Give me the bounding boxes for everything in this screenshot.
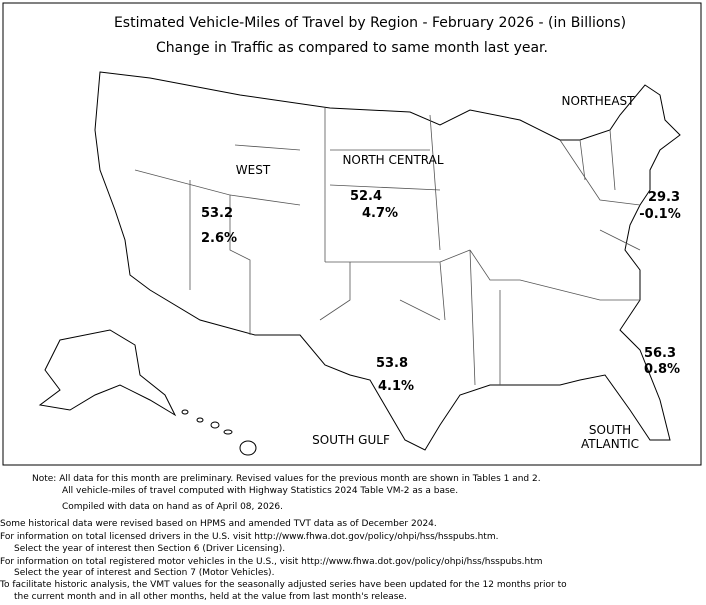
note-line: Select the year of interest then Section… <box>14 544 285 554</box>
region-name: WEST <box>236 163 271 177</box>
alaska <box>38 329 177 417</box>
region-vmt: 56.3 <box>644 346 676 361</box>
us-outline <box>94 71 681 451</box>
region-change: -0.1% <box>639 207 680 222</box>
map-title: Estimated Vehicle-Miles of Travel by Reg… <box>114 15 626 31</box>
note-line: Compiled with data on hand as of April 0… <box>62 502 283 512</box>
region-vmt: 29.3 <box>648 190 680 205</box>
region-borders <box>134 108 641 386</box>
region-name: NORTHEAST <box>562 94 636 108</box>
hawaii <box>181 409 257 456</box>
region-name: SOUTH <box>589 423 631 437</box>
note-line: For information on total licensed driver… <box>0 532 498 542</box>
note-line: Select the year of interest and Section … <box>14 568 274 578</box>
region-name: ATLANTIC <box>581 437 639 451</box>
note-line: Note: All data for this month are prelim… <box>32 474 541 484</box>
region-change: 4.7% <box>362 206 398 221</box>
note-line: All vehicle-miles of travel computed wit… <box>62 486 458 496</box>
region-change: 0.8% <box>644 362 680 377</box>
map-subtitle: Change in Traffic as compared to same mo… <box>156 40 548 56</box>
note-line: To facilitate historic analysis, the VMT… <box>0 580 567 590</box>
region-change: 4.1% <box>378 379 414 394</box>
note-line: For information on total registered moto… <box>0 557 543 567</box>
region-name: NORTH CENTRAL <box>342 153 443 167</box>
region-name: SOUTH GULF <box>312 433 390 447</box>
region-vmt: 52.4 <box>350 189 382 204</box>
note-line: Some historical data were revised based … <box>0 519 437 529</box>
region-change: 2.6% <box>201 231 237 246</box>
region-vmt: 53.2 <box>201 206 233 221</box>
note-line: the current month and in all other month… <box>14 592 407 602</box>
region-vmt: 53.8 <box>376 356 408 371</box>
